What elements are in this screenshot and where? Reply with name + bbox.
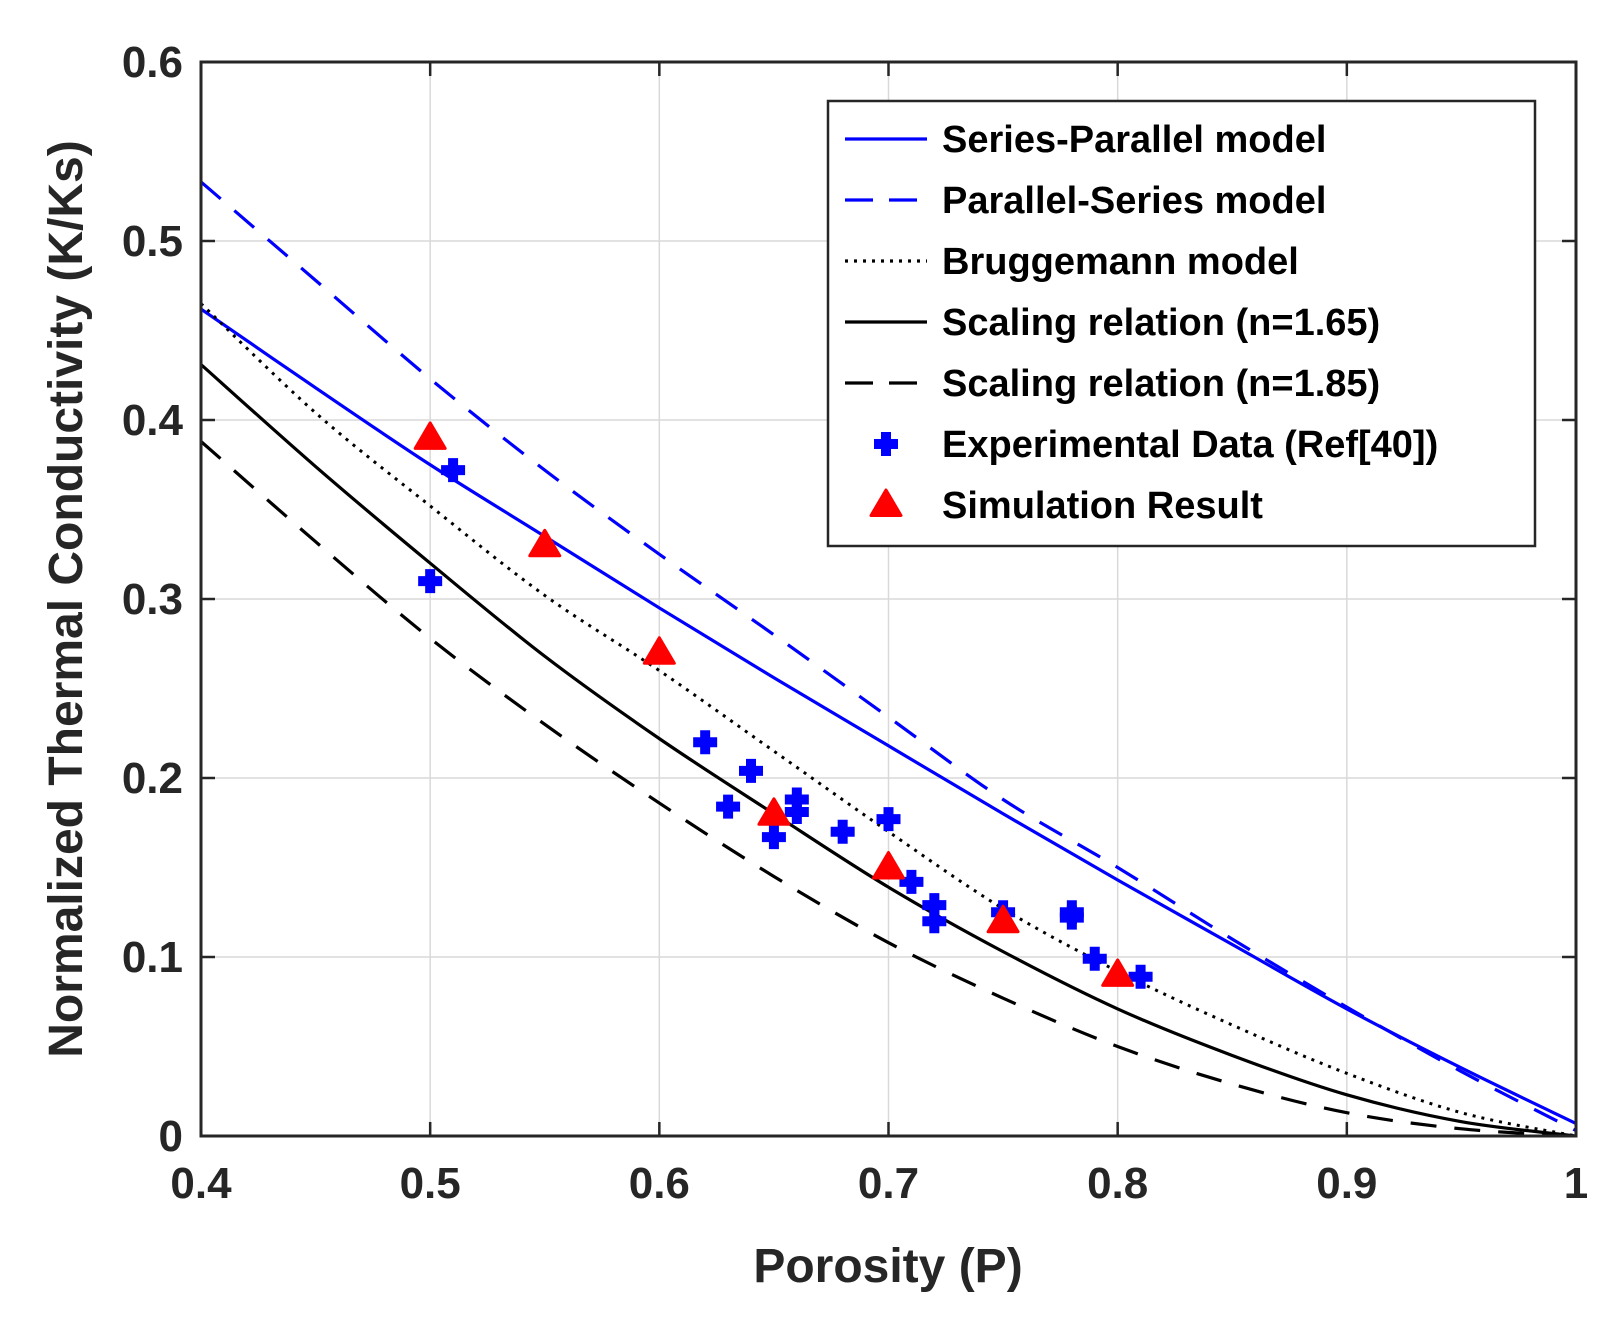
x-tick-label-0: 0.4	[170, 1159, 232, 1208]
legend-label-scaling-relation-n-1-65: Scaling relation (n=1.65)	[942, 302, 1380, 344]
x-tick-label-2: 0.6	[629, 1159, 690, 1208]
legend-swatch-simulation-result	[869, 488, 903, 517]
point-experimental-data-ref-40-9	[876, 807, 901, 832]
point-experimental-data-ref-40-3	[716, 794, 741, 819]
x-tick-label-6: 1	[1564, 1159, 1588, 1208]
legend-label-simulation-result: Simulation Result	[942, 485, 1263, 527]
y-axis-ticks: 0 0.1 0.2 0.3 0.4 0.5 0.6	[122, 38, 1576, 1161]
point-simulation-result-6	[1101, 958, 1135, 987]
series-line-bruggemann-model	[201, 302, 1576, 1136]
point-experimental-data-ref-40-6	[784, 787, 809, 812]
legend-label-bruggemann-model: Bruggemann model	[942, 241, 1299, 283]
point-experimental-data-ref-40-0	[418, 569, 443, 594]
x-tick-label-1: 0.5	[400, 1159, 461, 1208]
point-experimental-data-ref-40-17	[1128, 964, 1153, 989]
y-tick-label-1: 0.1	[122, 933, 183, 982]
point-experimental-data-ref-40-10	[899, 869, 924, 894]
legend-label-series-parallel-model: Series-Parallel model	[942, 119, 1326, 161]
legend-label-scaling-relation-n-1-85: Scaling relation (n=1.85)	[942, 363, 1380, 405]
point-experimental-data-ref-40-1	[441, 458, 466, 483]
y-tick-label-5: 0.5	[122, 217, 183, 266]
point-experimental-data-ref-40-12	[922, 909, 947, 934]
point-experimental-data-ref-40-2	[693, 730, 718, 755]
legend: Series-Parallel model Parallel-Series mod…	[826, 99, 1537, 548]
y-tick-label-0: 0	[159, 1112, 183, 1161]
y-tick-label-3: 0.3	[122, 575, 183, 624]
x-tick-label-3: 0.7	[858, 1159, 919, 1208]
point-experimental-data-ref-40-4	[739, 758, 763, 783]
x-axis-label: Porosity (P)	[753, 1240, 1022, 1293]
point-simulation-result-3	[757, 797, 791, 826]
point-experimental-data-ref-40-5	[761, 825, 786, 850]
legend-box	[826, 99, 1537, 548]
x-tick-label-4: 0.8	[1087, 1159, 1148, 1208]
y-axis-label: Normalized Thermal Conductivity (K/Ks)	[40, 140, 93, 1057]
point-experimental-data-ref-40-7	[784, 800, 809, 825]
y-tick-label-2: 0.2	[122, 754, 183, 803]
series-markers	[413, 421, 1153, 989]
point-simulation-result-5	[986, 904, 1020, 934]
point-experimental-data-ref-40-16	[1082, 946, 1107, 971]
legend-entries: Series-Parallel model Parallel-Series mod…	[845, 119, 1438, 527]
point-simulation-result-1	[528, 528, 562, 558]
legend-swatch-experimental-data-ref-40	[874, 432, 898, 456]
x-axis-ticks: 0.4 0.5 0.6 0.7 0.8 0.9 1	[170, 62, 1588, 1208]
series-line-scaling-relation-n-1-85	[201, 440, 1576, 1136]
series-line-parallel-series-model	[201, 180, 1576, 1133]
legend-label-experimental-data-ref-40: Experimental Data (Ref[40])	[942, 424, 1438, 466]
point-experimental-data-ref-40-15	[1059, 905, 1084, 930]
point-experimental-data-ref-40-11	[922, 893, 947, 918]
x-tick-label-5: 0.9	[1316, 1159, 1377, 1208]
y-tick-label-4: 0.4	[122, 396, 184, 445]
point-simulation-result-0	[413, 421, 447, 450]
y-tick-label-6: 0.6	[122, 38, 183, 87]
point-simulation-result-4	[872, 851, 905, 880]
legend-label-parallel-series-model: Parallel-Series model	[942, 180, 1326, 222]
point-simulation-result-2	[642, 636, 676, 665]
point-experimental-data-ref-40-8	[830, 819, 855, 844]
